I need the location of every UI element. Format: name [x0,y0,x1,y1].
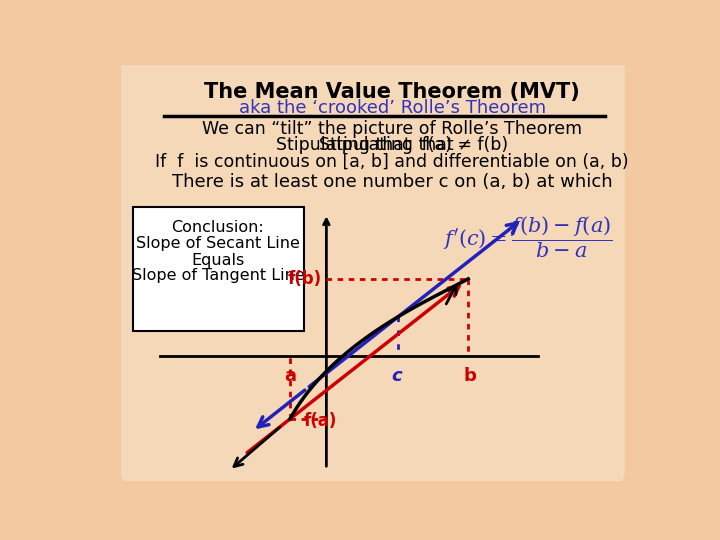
Text: aka the ‘crooked’ Rolle’s Theorem: aka the ‘crooked’ Rolle’s Theorem [239,99,546,117]
Text: a: a [284,367,296,384]
Text: Conclusion:: Conclusion: [171,220,264,235]
Text: Slope of Secant Line: Slope of Secant Line [136,236,300,251]
Text: Stipulating that  f(a) ≠ f(b): Stipulating that f(a) ≠ f(b) [276,137,508,154]
Text: Equals: Equals [192,253,245,268]
Text: b: b [463,367,476,384]
Text: c: c [392,367,402,384]
FancyBboxPatch shape [121,57,625,484]
Text: f(b): f(b) [287,270,322,288]
Text: Slope of Tangent Line: Slope of Tangent Line [132,268,305,283]
Text: There is at least one number c on (a, b) at which: There is at least one number c on (a, b)… [172,173,613,191]
Text: The Mean Value Theorem (MVT): The Mean Value Theorem (MVT) [204,82,580,102]
Text: If  f  is continuous on [a, b] and differentiable on (a, b): If f is continuous on [a, b] and differe… [156,153,629,171]
Text: $f'(c) = \dfrac{f(b)-f(a)}{b-a}$: $f'(c) = \dfrac{f(b)-f(a)}{b-a}$ [443,215,613,260]
Text: We can “tilt” the picture of Rolle’s Theorem: We can “tilt” the picture of Rolle’s The… [202,120,582,138]
Text: f(a): f(a) [304,411,337,429]
Text: Stipulating that: Stipulating that [320,137,465,154]
FancyBboxPatch shape [132,207,304,331]
